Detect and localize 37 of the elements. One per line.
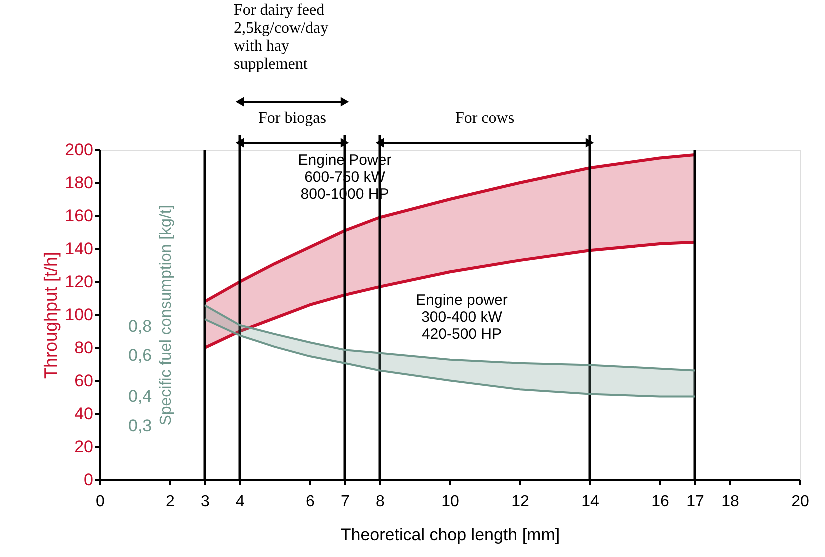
text: For biogas [258,110,326,127]
y2-tick-label: 0,6 [128,346,152,366]
y2-axis-title: Specific fuel consumption [kg/t] [158,205,176,426]
y-tick-label: 160 [65,206,94,226]
x-tick-label: 3 [201,494,210,510]
x-tick-label: 10 [442,494,460,510]
y-axis-title: Throughput [t/h] [41,252,62,380]
x-tick-label: 6 [306,494,316,510]
x-tick-label: 18 [722,494,740,510]
x-tick-label: 17 [686,494,704,510]
annotation: Engine power 300-400 kW 420-500 HP [416,292,508,343]
text: For cows [455,110,515,127]
x-tick-label: 16 [652,494,670,510]
y-tick-label: 60 [74,372,94,390]
y-tick-label: 80 [74,338,94,358]
x-tick-label: 7 [341,494,350,510]
y-tick-label: 140 [65,240,94,258]
x-axis-title: Theoretical chop length [mm] [340,526,560,544]
y-tick-label: 200 [65,140,94,160]
y2-tick-label: 0,3 [128,416,152,436]
y-tick-label: 0 [84,470,94,490]
y-tick-label: 100 [65,306,94,324]
y-tick-label: 120 [65,272,94,292]
y-tick-label: 40 [74,404,94,424]
y-tick-label: 20 [74,438,94,456]
y-tick-label: 180 [65,174,94,192]
x-tick-label: 8 [376,494,386,510]
text: For dairy feed 2,5kg/cow/day with hay supplement [234,2,329,73]
x-tick-label: 4 [236,494,246,510]
x-tick-label: 12 [512,494,530,510]
line-series [204,240,696,350]
x-tick-label: 2 [166,494,176,510]
y2-tick-label: 0,4 [128,387,152,406]
y2-tick-label: 0,8 [128,317,152,336]
x-tick-label: 0 [96,494,106,510]
x-tick-label: 14 [582,494,600,510]
x-tick-label: 20 [792,494,810,510]
